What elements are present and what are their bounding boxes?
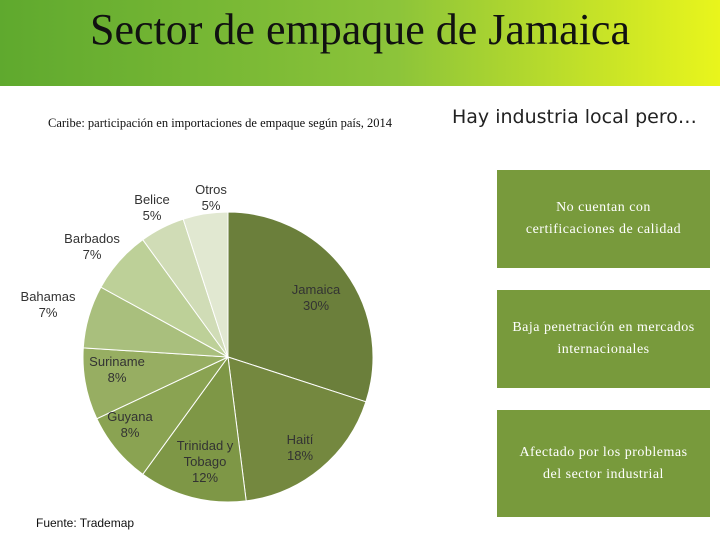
title-banner bbox=[0, 0, 720, 86]
category-name: Trinidad y Tobago bbox=[176, 438, 234, 469]
chart-subtitle: Caribe: participación en importaciones d… bbox=[48, 116, 392, 130]
value-label: 5% bbox=[201, 198, 221, 213]
slide-title: Sector de empaque de Jamaica bbox=[90, 5, 630, 54]
pie-slice bbox=[227, 356, 367, 502]
pie-slice bbox=[227, 211, 374, 403]
value-label: 5% bbox=[142, 208, 162, 223]
slice-label: Haití 18% bbox=[270, 432, 330, 464]
category-name: Suriname bbox=[89, 354, 145, 369]
value-label: 8% bbox=[107, 370, 127, 385]
info-box: Baja penetración en mercados internacion… bbox=[497, 290, 710, 388]
category-name: Bahamas bbox=[20, 289, 76, 304]
slice-label: Jamaica 30% bbox=[276, 282, 356, 314]
slice-label: Trinidad y Tobago 12% bbox=[173, 438, 237, 486]
value-label: 30% bbox=[302, 298, 330, 313]
source-note: Fuente: Trademap bbox=[36, 516, 135, 530]
slice-label: Suriname 8% bbox=[82, 354, 152, 386]
category-name: Haití bbox=[286, 432, 314, 447]
pie-slice bbox=[182, 211, 229, 358]
slice-label: Belice 5% bbox=[122, 192, 182, 224]
category-name: Guyana bbox=[107, 409, 153, 424]
info-box: No cuentan con certificaciones de calida… bbox=[497, 170, 710, 268]
category-name: Barbados bbox=[64, 231, 120, 246]
slice-label: Bahamas 7% bbox=[13, 289, 83, 321]
value-label: 18% bbox=[286, 448, 314, 463]
value-label: 7% bbox=[82, 247, 102, 262]
value-label: 12% bbox=[191, 470, 219, 485]
slice-label: Barbados 7% bbox=[57, 231, 127, 263]
category-name: Otros bbox=[195, 182, 227, 197]
category-name: Jamaica bbox=[291, 282, 341, 297]
value-label: 8% bbox=[120, 425, 140, 440]
slice-label: Guyana 8% bbox=[100, 409, 160, 441]
info-box: Afectado por los problemas del sector in… bbox=[497, 410, 710, 517]
category-name: Belice bbox=[134, 192, 170, 207]
pie-slice bbox=[142, 355, 247, 503]
slice-label: Otros 5% bbox=[186, 182, 236, 214]
panel-heading: Hay industria local pero… bbox=[452, 106, 697, 128]
value-label: 7% bbox=[38, 305, 58, 320]
